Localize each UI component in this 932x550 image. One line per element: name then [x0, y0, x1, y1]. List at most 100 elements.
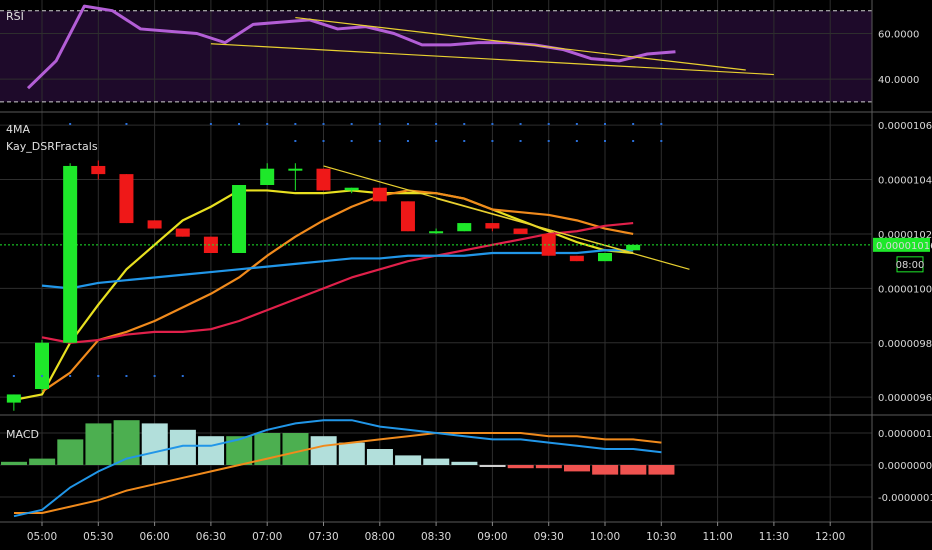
rsi-line: [26, 4, 676, 90]
macd-histogram-bar: [29, 458, 56, 465]
fractal-up-marker: [660, 140, 663, 142]
bull-candle: [63, 165, 78, 343]
bear-candle: [372, 187, 387, 202]
bear-candle: [400, 201, 415, 232]
macd-histogram-bar: [366, 449, 393, 465]
fractal-up-marker: [632, 140, 635, 142]
bear-candle: [569, 255, 584, 262]
fractal-up-marker: [519, 123, 522, 125]
time-tick-label: 06:00: [139, 531, 169, 543]
macd-histogram-bar: [57, 439, 84, 465]
rsi-trendline: [210, 43, 774, 76]
fractal-down-marker: [125, 375, 128, 377]
ma-indicator-label: 4MA: [6, 123, 31, 136]
time-tick-label: 06:30: [196, 531, 226, 543]
fractal-up-marker: [350, 140, 353, 142]
fractal-up-marker: [69, 123, 72, 125]
fractal-up-marker: [463, 140, 466, 142]
macd-signal-line: [14, 432, 662, 514]
bull-candle: [35, 342, 49, 389]
rsi-pane-label: RSI: [6, 10, 24, 23]
time-tick-label: 07:00: [252, 531, 282, 543]
time-tick-label: 08:00: [365, 531, 395, 543]
fractal-up-marker: [547, 123, 550, 125]
rsi-tick-label: 60.0000: [878, 30, 919, 41]
macd-histogram-bar: [282, 433, 309, 465]
fractal-up-marker: [322, 123, 325, 125]
time-tick-label: 09:30: [534, 531, 564, 543]
bear-candle: [119, 174, 134, 224]
bull-candle: [598, 253, 612, 262]
time-tick-label: 10:00: [590, 531, 620, 543]
fractal-up-marker: [491, 123, 494, 125]
macd-histogram-bar: [395, 455, 422, 465]
fractal-up-marker: [632, 123, 635, 125]
fractal-up-marker: [435, 140, 438, 142]
bear-candle: [316, 168, 331, 191]
countdown-badge: [896, 256, 924, 273]
fractal-up-marker: [491, 140, 494, 142]
fractal-up-marker: [322, 140, 325, 142]
macd-tick-label: 0.00000000: [878, 461, 932, 472]
fractal-up-marker: [604, 140, 606, 142]
time-tick-label: 05:30: [83, 531, 113, 543]
fractal-up-marker: [604, 123, 606, 125]
macd-histogram-bar: [85, 423, 112, 465]
time-tick-label: 08:30: [421, 531, 451, 543]
time-tick-label: 11:30: [759, 531, 789, 543]
ma-line-ma_red: [41, 221, 634, 344]
macd-histogram-bar: [198, 436, 225, 465]
bear-candle: [485, 223, 500, 229]
fractal-up-marker: [209, 123, 212, 125]
fractal-up-marker: [378, 140, 381, 142]
macd-histogram-bar: [592, 465, 619, 475]
macd-histogram-bar: [423, 458, 450, 465]
ma-line-ma_orange: [41, 189, 634, 393]
bull-candle: [344, 187, 359, 191]
macd-histogram-bar: [310, 436, 337, 465]
bear-candle: [513, 228, 528, 234]
macd-pane-label: MACD: [6, 428, 39, 441]
time-tick-label: 05:00: [27, 531, 57, 543]
fractals-indicator-label: Kay_DSRFractals: [6, 140, 98, 153]
fractal-up-marker: [238, 123, 241, 125]
bull-candle: [6, 394, 21, 403]
macd-histogram-bar: [564, 465, 590, 472]
fractal-up-marker: [575, 140, 578, 142]
main-trendline: [435, 198, 634, 254]
time-tick-label: 07:30: [308, 531, 338, 543]
fractal-up-marker: [547, 140, 550, 142]
macd-histogram-bar: [1, 461, 27, 465]
fractal-down-marker: [97, 375, 100, 377]
time-tick-label: 10:30: [646, 531, 676, 543]
last-price-badge: [873, 237, 930, 252]
macd-histogram-bar: [338, 442, 365, 465]
macd-histogram-bar: [507, 465, 534, 469]
rsi-trendline: [295, 16, 746, 71]
last-price-value: 0.00001016: [876, 241, 932, 252]
fractal-up-marker: [125, 123, 128, 125]
bull-candle: [232, 185, 247, 253]
bull-candle: [260, 168, 275, 185]
fractal-up-marker: [350, 123, 353, 125]
time-tick-label: 12:00: [815, 531, 845, 543]
fractal-down-marker: [153, 375, 156, 377]
fractal-up-marker: [406, 123, 409, 125]
macd-histogram-bar: [479, 465, 506, 467]
bear-candle: [175, 228, 190, 237]
ma-line-ma_blue: [41, 249, 634, 290]
macd-histogram-bar: [141, 423, 168, 465]
fractal-up-marker: [575, 123, 578, 125]
macd-histogram-bar: [620, 465, 647, 475]
fractal-down-marker: [181, 375, 184, 377]
fractal-up-marker: [463, 123, 466, 125]
time-tick-label: 11:00: [702, 531, 732, 543]
